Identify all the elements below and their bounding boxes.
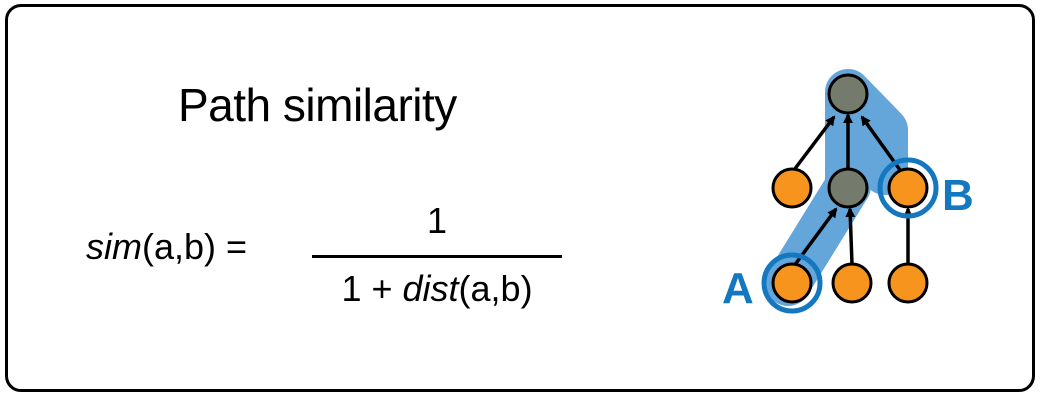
sim-args: (a,b) — [142, 226, 217, 267]
node-b — [887, 167, 929, 209]
edge-left-to-root — [792, 115, 836, 172]
equals-sign: = — [216, 226, 248, 267]
middle-ancestor-node — [827, 167, 869, 209]
formula-lhs: sim(a,b) = — [86, 226, 247, 268]
edge-center-leaf-to-middle — [845, 207, 856, 265]
fraction-bar — [312, 255, 562, 258]
root-node — [827, 73, 869, 115]
sim-function: sim — [86, 226, 142, 267]
dist-function: dist — [402, 268, 459, 309]
node-b-ring — [877, 157, 939, 219]
figure-title: Path similarity — [178, 79, 457, 131]
fraction-denominator: 1 + dist(a,b) — [312, 268, 562, 310]
label-a: A — [722, 264, 754, 313]
node-a-ring — [761, 252, 823, 314]
node-a — [771, 262, 813, 304]
left-leaf-node — [771, 167, 813, 209]
right-leaf-node — [887, 262, 929, 304]
dist-args: (a,b) — [458, 268, 533, 309]
label-b: B — [942, 171, 974, 220]
fraction-numerator: 1 — [426, 200, 448, 241]
center-leaf-node — [831, 262, 873, 304]
denominator-prefix: 1 + — [341, 268, 403, 309]
tree-nodes — [771, 73, 929, 304]
